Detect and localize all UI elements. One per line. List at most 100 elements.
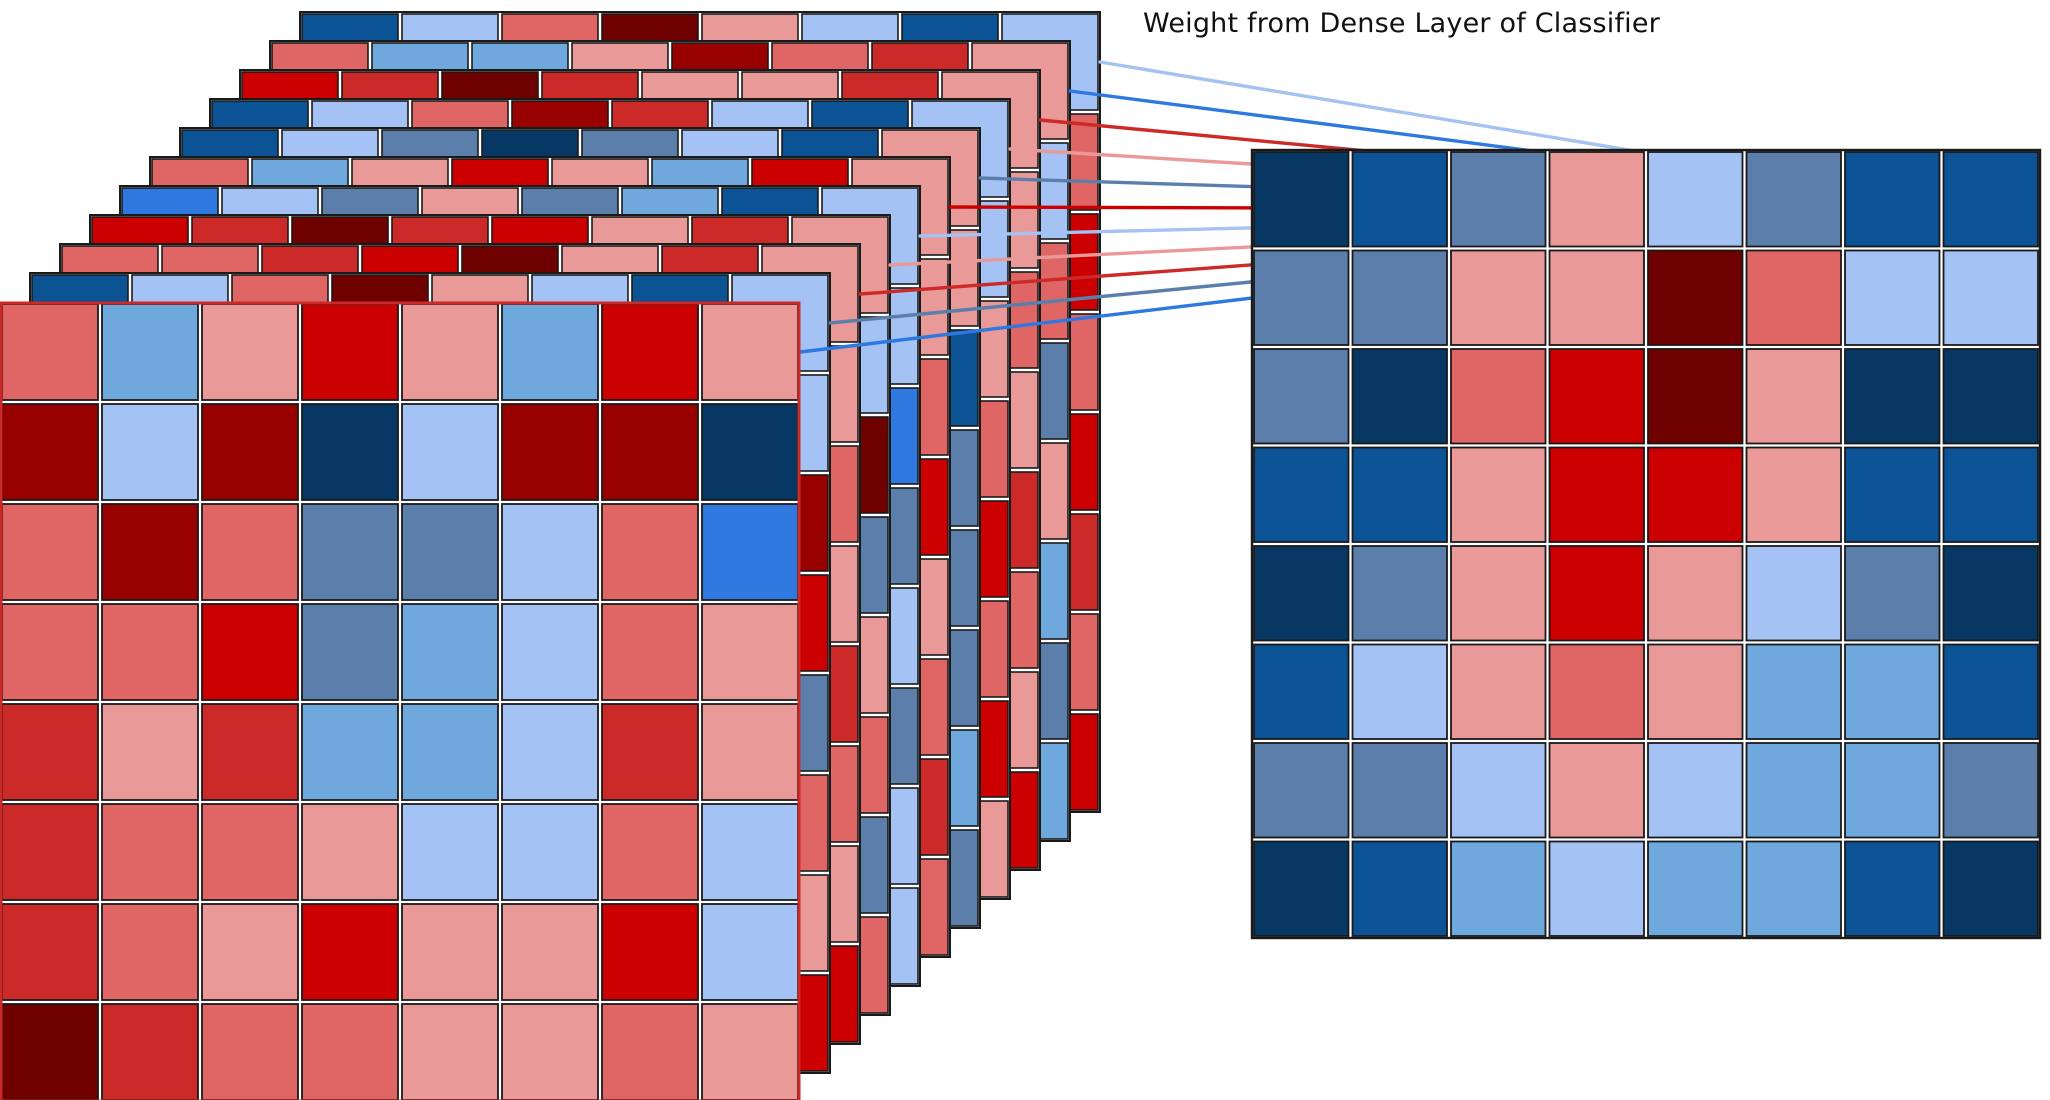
- front-cell: [501, 303, 599, 401]
- output-cell: [1450, 151, 1547, 248]
- front-cell: [1, 403, 99, 501]
- output-cell: [1844, 446, 1941, 543]
- front-cell: [201, 903, 299, 1001]
- output-cell: [1253, 742, 1350, 839]
- output-cell: [1450, 249, 1547, 346]
- front-cell: [701, 403, 799, 501]
- output-cell: [1351, 446, 1448, 543]
- front-cell: [601, 903, 699, 1001]
- front-cell: [1, 1003, 99, 1100]
- front-cell: [401, 803, 499, 901]
- front-cell: [701, 303, 799, 401]
- output-cell: [1351, 643, 1448, 740]
- output-cell: [1450, 643, 1547, 740]
- output-cell: [1647, 840, 1744, 937]
- front-cell: [601, 403, 699, 501]
- output-cell: [1450, 742, 1547, 839]
- output-cell: [1647, 742, 1744, 839]
- front-border: [0, 301, 801, 1100]
- front-cell: [501, 503, 599, 601]
- front-cell: [601, 703, 699, 801]
- output-cell: [1745, 446, 1842, 543]
- front-cell: [301, 403, 399, 501]
- output-cell: [1844, 840, 1941, 937]
- front-cell: [201, 703, 299, 801]
- front-cell: [501, 703, 599, 801]
- front-cell: [1, 303, 99, 401]
- output-cell: [1351, 348, 1448, 445]
- output-cell: [1253, 446, 1350, 543]
- output-cell: [1844, 545, 1941, 642]
- front-cell: [401, 1003, 499, 1100]
- output-cell: [1942, 840, 2039, 937]
- front-cell: [601, 303, 699, 401]
- output-cell: [1253, 249, 1350, 346]
- output-cell: [1942, 742, 2039, 839]
- front-cell: [301, 903, 399, 1001]
- front-cell: [401, 503, 499, 601]
- front-cell: [101, 1003, 199, 1100]
- front-cell: [301, 603, 399, 701]
- front-cell: [501, 603, 599, 701]
- output-cell: [1548, 348, 1645, 445]
- output-cell: [1253, 643, 1350, 740]
- front-cell: [1, 503, 99, 601]
- output-cell: [1745, 643, 1842, 740]
- front-cell: [101, 403, 199, 501]
- front-cell: [401, 403, 499, 501]
- output-cell: [1548, 446, 1645, 543]
- front-cell: [201, 503, 299, 601]
- front-cell: [1, 903, 99, 1001]
- front-cell: [701, 803, 799, 901]
- output-cell: [1548, 840, 1645, 937]
- front-cell: [501, 903, 599, 1001]
- output-cell: [1942, 249, 2039, 346]
- output-cell: [1942, 545, 2039, 642]
- front-cell: [201, 303, 299, 401]
- front-cell: [201, 1003, 299, 1100]
- output-cell: [1548, 151, 1645, 248]
- front-cell: [401, 703, 499, 801]
- output-cell: [1745, 348, 1842, 445]
- output-cell: [1942, 446, 2039, 543]
- front-cell: [201, 803, 299, 901]
- output-cell: [1647, 643, 1744, 740]
- front-cell: [701, 703, 799, 801]
- front-cell: [301, 703, 399, 801]
- front-cell: [101, 703, 199, 801]
- front-cell: [401, 603, 499, 701]
- front-cell: [701, 1003, 799, 1100]
- front-cell: [201, 603, 299, 701]
- output-cell: [1351, 249, 1448, 346]
- output-cell: [1450, 545, 1547, 642]
- output-cell: [1745, 249, 1842, 346]
- front-cell: [301, 303, 399, 401]
- output-cell: [1548, 249, 1645, 346]
- front-cell: [601, 503, 699, 601]
- output-cell: [1253, 151, 1350, 248]
- front-cell: [401, 903, 499, 1001]
- front-cell: [501, 803, 599, 901]
- front-cell: [101, 803, 199, 901]
- front-cell: [101, 303, 199, 401]
- weight-caption: Weight from Dense Layer of Classifier: [1143, 8, 1660, 39]
- output-cell: [1548, 643, 1645, 740]
- output-cell: [1844, 643, 1941, 740]
- output-cell: [1844, 151, 1941, 248]
- front-cell: [601, 1003, 699, 1100]
- output-cell: [1351, 840, 1448, 937]
- front-cell: [601, 803, 699, 901]
- front-cell: [501, 403, 599, 501]
- output-cell: [1450, 446, 1547, 543]
- output-cell: [1745, 840, 1842, 937]
- output-cell: [1647, 446, 1744, 543]
- front-cell: [301, 1003, 399, 1100]
- output-cell: [1450, 840, 1547, 937]
- front-cell: [601, 603, 699, 701]
- output-cell: [1647, 545, 1744, 642]
- output-cell: [1647, 348, 1744, 445]
- output-heatmap: [1250, 148, 2042, 940]
- front-cell: [101, 903, 199, 1001]
- front-cell: [101, 503, 199, 601]
